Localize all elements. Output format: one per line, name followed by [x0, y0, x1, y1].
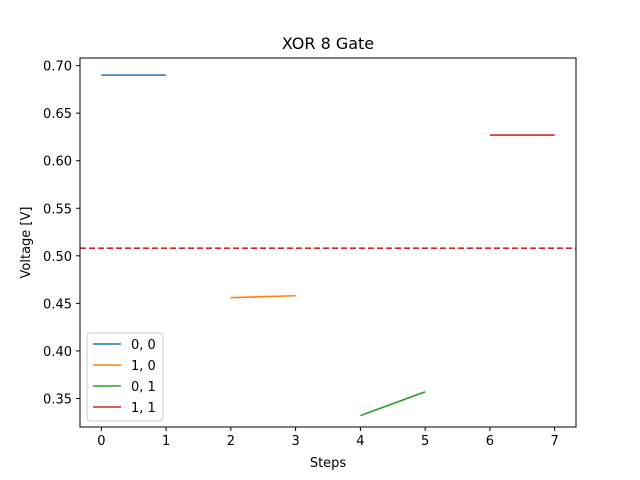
legend-label: 1, 1: [131, 401, 156, 416]
y-tick-label: 0.45: [43, 297, 72, 312]
y-tick-label: 0.70: [43, 60, 72, 75]
y-tick-label: 0.65: [43, 107, 72, 122]
plot-area: [80, 74, 576, 417]
x-tick-label: 5: [421, 434, 429, 449]
x-tick-label: 3: [291, 434, 299, 449]
axes: 0 1 2 3 4 5 6 7 0.35 0.40 0.45 0.50 0.55 0.60 0.65 0.70: [43, 60, 559, 449]
y-tick-label: 0.35: [43, 392, 72, 407]
series-line-2: [230, 294, 296, 299]
chart-title: XOR 8 Gate: [282, 34, 374, 53]
y-tick-label: 0.60: [43, 155, 72, 170]
legend: 0, 0 1, 0 0, 1 1, 1: [86, 332, 164, 422]
legend-box: [86, 332, 164, 422]
x-tick-label: 2: [227, 434, 235, 449]
x-tick-label: 4: [356, 434, 364, 449]
plot-frame: [79, 57, 577, 428]
legend-label: 0, 1: [131, 380, 156, 395]
x-tick-label: 7: [550, 434, 558, 449]
x-tick-label: 0: [97, 434, 105, 449]
x-axis-title: Steps: [310, 456, 347, 471]
legend-label: 1, 0: [131, 359, 156, 374]
x-tick-label: 1: [162, 434, 170, 449]
x-tick-label: 6: [486, 434, 494, 449]
y-tick-label: 0.55: [43, 202, 72, 217]
y-axis-title: Voltage [V]: [19, 207, 34, 279]
y-tick-label: 0.50: [43, 250, 72, 265]
series-line-3: [360, 391, 426, 417]
y-tick-label: 0.40: [43, 345, 72, 360]
legend-label: 0, 0: [131, 338, 156, 353]
